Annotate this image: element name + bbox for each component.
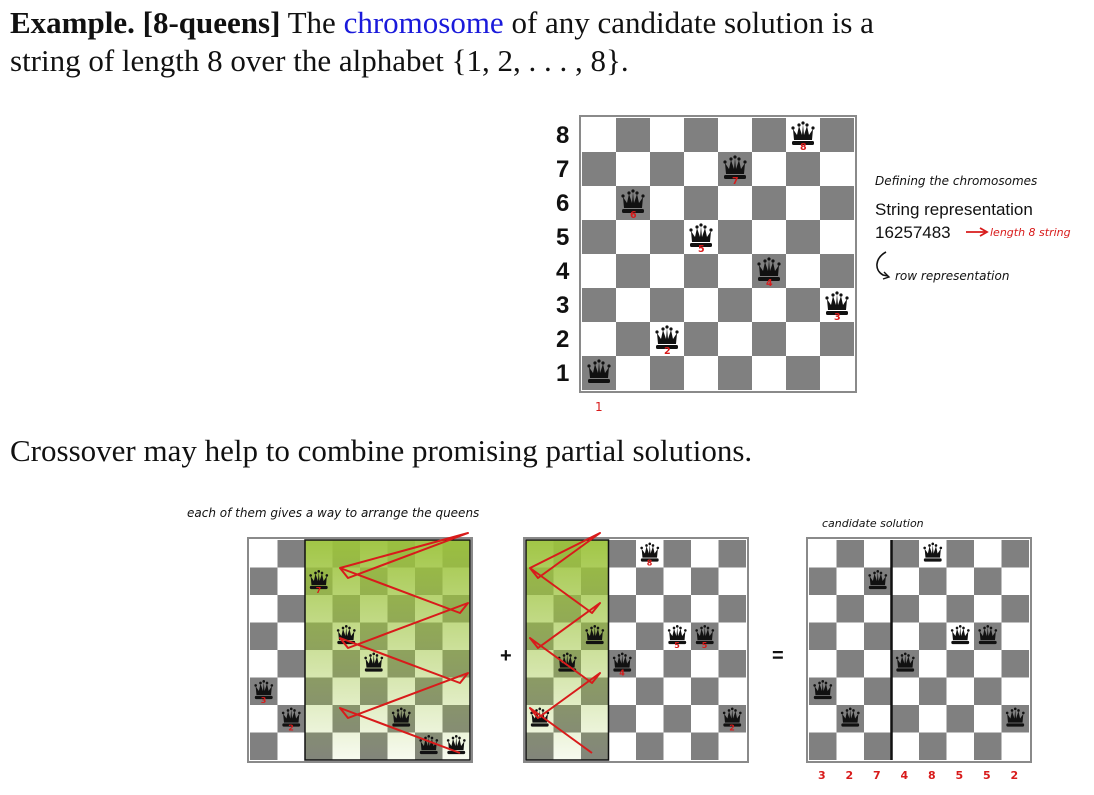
queen-icon <box>950 625 970 645</box>
parent-board-1: 3 2 7 <box>247 532 473 763</box>
child-digit: 7 <box>873 769 881 782</box>
queen-icon <box>978 625 998 645</box>
crossover-sentence: Crossover may help to combine promising … <box>10 433 753 468</box>
queen-icon <box>419 735 439 755</box>
queen-icon <box>689 223 713 247</box>
queen-icon <box>640 542 660 562</box>
string-representation-label: String representation <box>875 200 1033 219</box>
queen-icon <box>587 359 611 383</box>
queen-label: 3 <box>261 696 267 705</box>
queen-icon <box>585 625 605 645</box>
red-scribble <box>529 532 601 754</box>
child-digit: 5 <box>956 769 964 782</box>
rank-label: 3 <box>556 292 569 319</box>
queen-icon <box>813 680 833 700</box>
chromosome-link[interactable]: chromosome <box>343 5 504 40</box>
queen-label: 6 <box>630 210 637 221</box>
eight-queens-board: 6 2 5 7 4 8 3 <box>579 115 857 393</box>
queen-icon <box>723 155 747 179</box>
queen-label: 8 <box>647 559 653 568</box>
queen-icon <box>1005 707 1025 727</box>
queen-icon <box>667 625 687 645</box>
example-label: Example. <box>10 5 135 40</box>
queen-icon <box>446 735 466 755</box>
notes-title: Defining the chromosomes <box>875 174 1037 188</box>
row-representation-annotation: row representation <box>895 269 1009 283</box>
queen-icon <box>895 652 915 672</box>
queen-icon <box>840 707 860 727</box>
intro-text-1: The <box>287 5 336 40</box>
queen-icon <box>281 707 301 727</box>
queen-icon <box>825 291 849 315</box>
rank-labels: 8 7 6 5 4 3 2 1 <box>556 122 570 387</box>
chromosome-string: 16257483 <box>875 223 951 242</box>
rank-label: 2 <box>556 326 569 353</box>
queen-label: 2 <box>664 346 671 357</box>
intro-line-2: string of length 8 over the alphabet {1,… <box>10 43 629 78</box>
red-scribble <box>339 532 469 754</box>
queen-icon <box>695 625 715 645</box>
intro-text-2: of any candidate solution is a <box>511 5 874 40</box>
parent-board-2: 4 8 5 5 2 <box>523 532 749 763</box>
queen-icon <box>254 680 274 700</box>
child-digit: 2 <box>1011 769 1019 782</box>
queen-label: 2 <box>288 724 294 733</box>
queen-icon <box>557 652 577 672</box>
queen-icon <box>391 707 411 727</box>
queen-icon <box>757 257 781 281</box>
crossover-highlight <box>304 539 471 761</box>
queen-label: 7 <box>316 586 322 595</box>
queen-icon <box>309 570 329 590</box>
queen-icon <box>722 707 742 727</box>
rank-label: 8 <box>556 122 569 149</box>
problem-tag: [8-queens] <box>142 5 281 40</box>
note-left: each of them gives a way to arrange the … <box>187 506 479 520</box>
child-board <box>806 537 1032 763</box>
queen-icon <box>655 325 679 349</box>
queen-label: 4 <box>766 278 773 289</box>
queen-icon <box>621 189 645 213</box>
queen-label: 5 <box>698 244 705 255</box>
queen-icon <box>923 542 943 562</box>
child-digit-labels: 3 2 7 4 8 5 5 2 <box>818 769 1018 782</box>
queen-label: 7 <box>732 176 739 187</box>
queen-label: 3 <box>834 312 841 323</box>
equals-sign: = <box>772 645 784 667</box>
plus-sign: + <box>500 645 512 667</box>
child-digit: 4 <box>901 769 909 782</box>
queen-label: 5 <box>674 641 680 650</box>
child-digit: 5 <box>983 769 991 782</box>
rank-label: 6 <box>556 190 569 217</box>
queen-icon <box>364 652 384 672</box>
note-right: candidate solution <box>822 517 924 530</box>
column-one-mark: 1 <box>595 400 603 414</box>
rank-label: 7 <box>556 156 569 183</box>
queen-label: 8 <box>800 142 807 153</box>
curved-arrow-icon <box>876 251 889 277</box>
rank-label: 4 <box>556 258 570 285</box>
example-paragraph: Example. [8-queens] The chromosome of an… <box>10 4 1090 80</box>
red-arrow-head <box>979 227 989 237</box>
queen-label: 2 <box>729 724 735 733</box>
child-digit: 3 <box>818 769 826 782</box>
queen-icon <box>612 652 632 672</box>
child-digit: 8 <box>928 769 936 782</box>
queen-label: 4 <box>619 669 625 678</box>
rank-label: 1 <box>556 360 569 387</box>
queen-icon <box>791 121 815 145</box>
queen-icon <box>868 570 888 590</box>
queen-label: 5 <box>702 641 708 650</box>
length-annotation: length 8 string <box>990 226 1071 239</box>
rank-label: 5 <box>556 224 569 251</box>
child-digit: 2 <box>846 769 854 782</box>
